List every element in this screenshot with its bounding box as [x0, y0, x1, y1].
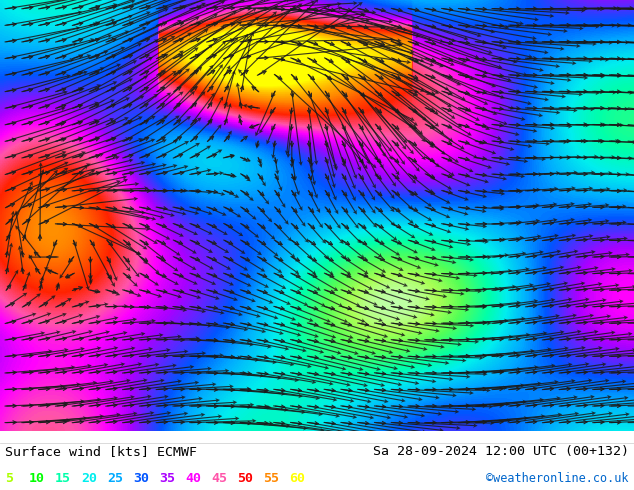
Text: 20: 20 [81, 472, 97, 485]
Text: 40: 40 [185, 472, 201, 485]
Text: 5: 5 [5, 472, 13, 485]
Text: 55: 55 [263, 472, 279, 485]
Text: 45: 45 [211, 472, 227, 485]
Text: 50: 50 [237, 472, 253, 485]
Text: ©weatheronline.co.uk: ©weatheronline.co.uk [486, 472, 629, 485]
Text: 15: 15 [55, 472, 71, 485]
Text: 35: 35 [159, 472, 175, 485]
Text: 10: 10 [29, 472, 45, 485]
Text: 60: 60 [289, 472, 305, 485]
Text: Surface wind [kts] ECMWF: Surface wind [kts] ECMWF [5, 445, 197, 458]
Text: 25: 25 [107, 472, 123, 485]
Text: Sa 28-09-2024 12:00 UTC (00+132): Sa 28-09-2024 12:00 UTC (00+132) [373, 445, 629, 458]
Text: 30: 30 [133, 472, 149, 485]
